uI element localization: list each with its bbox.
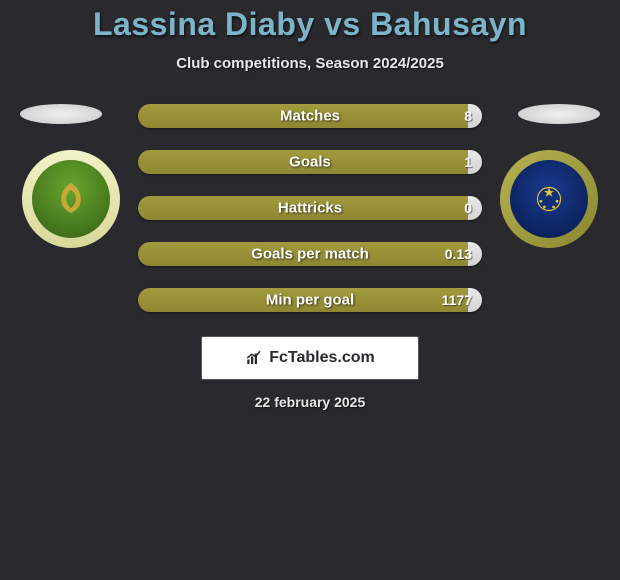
ball-stars-icon <box>526 176 572 222</box>
stat-bar: Min per goal 1177 <box>138 288 482 312</box>
eagle-icon <box>48 176 94 222</box>
bar-label: Goals <box>289 154 331 171</box>
bar-label: Min per goal <box>266 292 354 309</box>
bar-value-right: 1177 <box>442 292 472 308</box>
bar-value-right: 0.13 <box>445 246 472 262</box>
team-crest-right <box>500 150 598 248</box>
player-left-ellipse <box>20 104 102 124</box>
bar-label: Hattricks <box>278 200 342 217</box>
subtitle: Club competitions, Season 2024/2025 <box>0 55 620 72</box>
bar-value-right: 0 <box>464 200 472 216</box>
stat-bar: Goals per match 0.13 <box>138 242 482 266</box>
bar-value-right: 8 <box>464 108 472 124</box>
stat-bar: Matches 8 <box>138 104 482 128</box>
root: Lassina Diaby vs Bahusayn Club competiti… <box>0 0 620 410</box>
watermark-badge: FcTables.com <box>201 336 419 380</box>
stat-bar: Goals 1 <box>138 150 482 174</box>
chart-icon <box>245 349 263 367</box>
crest-left-inner <box>32 160 110 238</box>
stat-bar: Hattricks 0 <box>138 196 482 220</box>
bar-label: Goals per match <box>251 246 369 263</box>
bar-value-right: 1 <box>464 154 472 170</box>
page-title: Lassina Diaby vs Bahusayn <box>0 6 620 43</box>
stat-bars: Matches 8 Goals 1 Hattricks 0 Goals per match 0… <box>138 104 482 312</box>
comparison-area: Matches 8 Goals 1 Hattricks 0 Goals per match 0… <box>0 104 620 410</box>
crest-right-inner <box>510 160 588 238</box>
bar-label: Matches <box>280 108 340 125</box>
team-crest-left <box>22 150 120 248</box>
watermark-text: FcTables.com <box>269 349 375 367</box>
date-text: 22 february 2025 <box>0 394 620 410</box>
player-right-ellipse <box>518 104 600 124</box>
